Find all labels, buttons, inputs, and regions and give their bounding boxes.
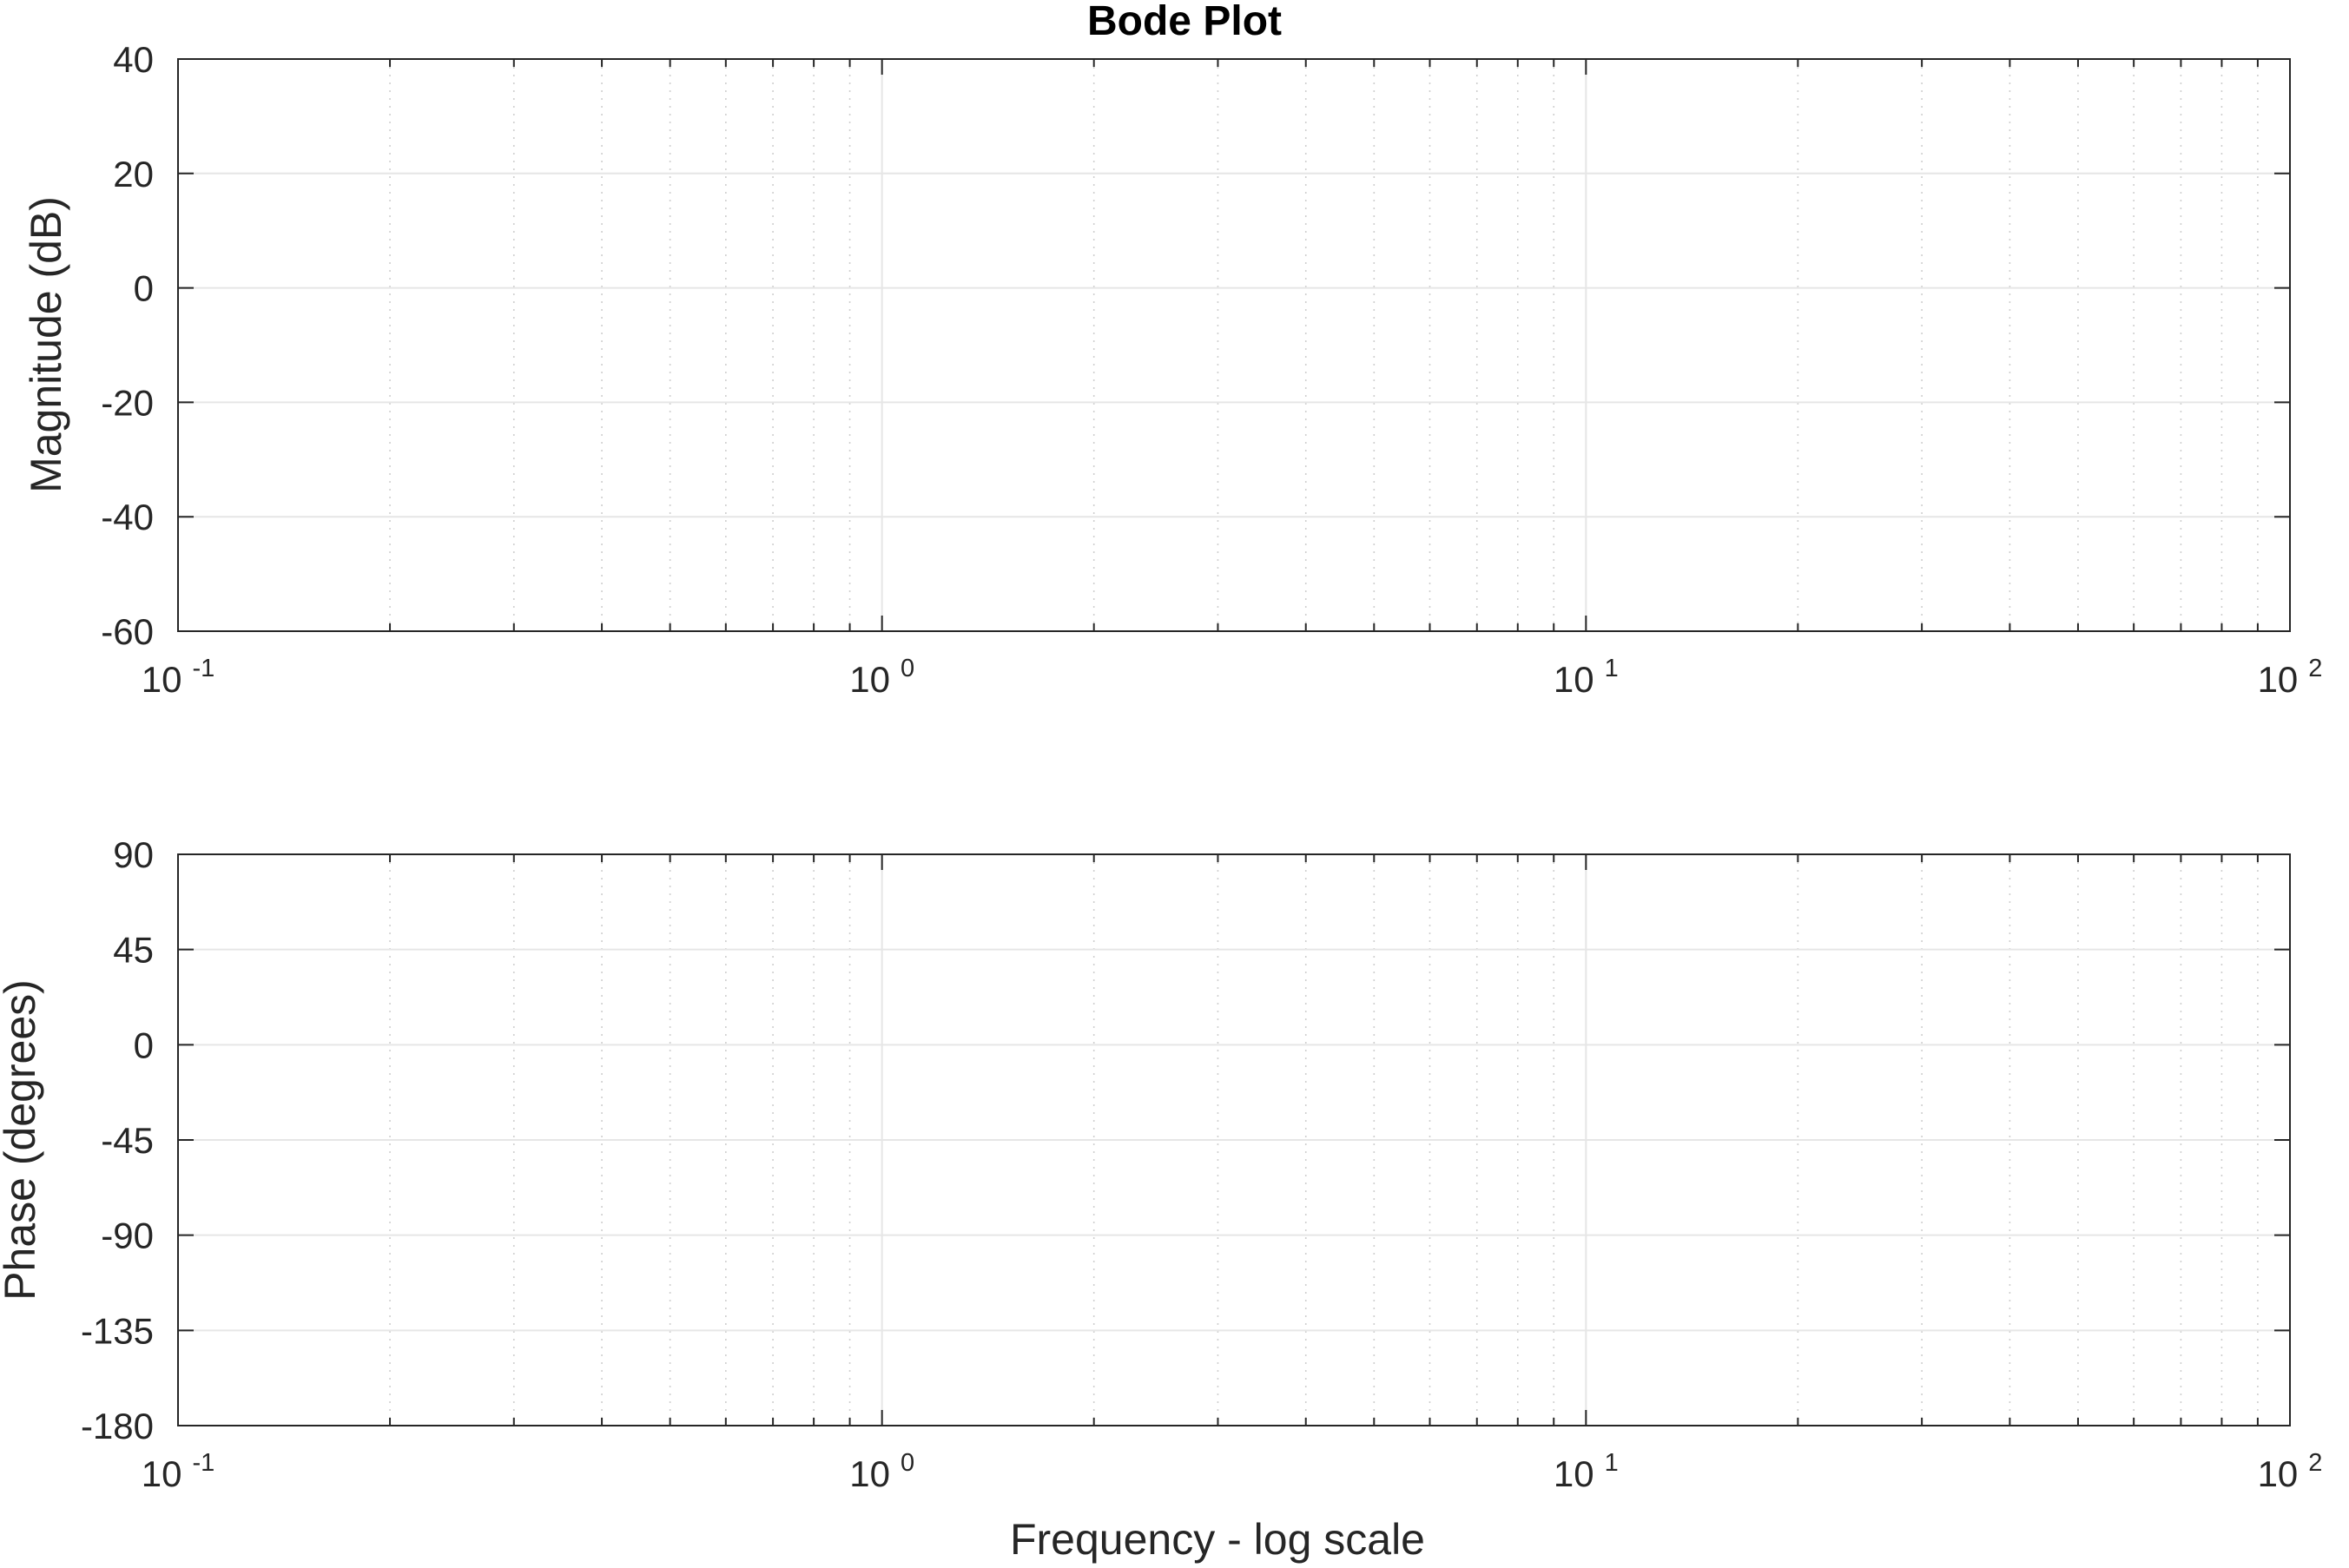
x-tick-label: 10 2	[2258, 1449, 2323, 1494]
x-tick-label-base: 10	[142, 1453, 182, 1494]
x-tick-label-base: 10	[849, 1453, 890, 1494]
chart-title: Bode Plot	[1087, 0, 1282, 44]
x-tick-label-exponent: 0	[901, 1449, 914, 1477]
y-tick-label: 20	[113, 154, 154, 194]
x-tick-label-exponent: -1	[192, 655, 214, 682]
magnitude-y-axis-label: Magnitude (dB)	[22, 196, 70, 493]
y-tick-label: 0	[134, 268, 154, 309]
y-tick-label: -135	[81, 1310, 154, 1351]
x-tick-label-base: 10	[849, 659, 890, 700]
phase-axes-border	[177, 853, 2291, 1426]
phase-grid	[178, 854, 2290, 1426]
x-tick-label: 10 1	[1554, 655, 1619, 700]
phase-x-tick-labels: 10 -1 10 0 10 1 10 2	[142, 1449, 2323, 1494]
x-tick-label-exponent: 2	[2308, 655, 2322, 682]
x-tick-label: 10 -1	[142, 655, 215, 700]
x-tick-label-exponent: 1	[1605, 1449, 1619, 1477]
magnitude-x-tick-labels: 10 -1 10 0 10 1 10 2	[142, 655, 2323, 700]
x-tick-label: 10 0	[849, 1449, 914, 1494]
x-tick-label: 10 -1	[142, 1449, 215, 1494]
x-tick-label-exponent: 2	[2308, 1449, 2322, 1477]
y-tick-label: 0	[134, 1024, 154, 1065]
magnitude-y-tick-labels: 40 20 0 -20 -40 -60	[101, 39, 154, 652]
x-tick-label-exponent: 1	[1605, 655, 1619, 682]
y-tick-label: -40	[101, 497, 154, 537]
x-tick-label-base: 10	[2258, 659, 2299, 700]
x-tick-label-exponent: 0	[901, 655, 914, 682]
x-axis-label: Frequency - log scale	[1010, 1515, 1425, 1564]
y-tick-label: -90	[101, 1216, 154, 1256]
x-tick-label-exponent: -1	[192, 1449, 214, 1477]
phase-subplot: 90 45 0 -45 -90 -135 -180 10 -1 10 0 10 1 10 2 Phase …	[0, 834, 2322, 1564]
y-tick-label: -20	[101, 382, 154, 423]
x-tick-label-base: 10	[1554, 1453, 1594, 1494]
x-tick-label-base: 10	[142, 659, 182, 700]
x-tick-label-base: 10	[1554, 659, 1594, 700]
x-tick-label: 10 1	[1554, 1449, 1619, 1494]
x-tick-label-base: 10	[2258, 1453, 2299, 1494]
y-tick-label: 90	[113, 834, 154, 875]
y-tick-label: 45	[113, 930, 154, 971]
phase-y-tick-labels: 90 45 0 -45 -90 -135 -180	[81, 834, 154, 1446]
y-tick-label: -45	[101, 1120, 154, 1161]
magnitude-grid	[178, 59, 2290, 631]
y-tick-label: -60	[101, 611, 154, 652]
phase-y-axis-label: Phase (degrees)	[0, 979, 44, 1301]
x-tick-label: 10 0	[849, 655, 914, 700]
magnitude-axes-border	[177, 58, 2291, 632]
x-tick-label: 10 2	[2258, 655, 2323, 700]
magnitude-subplot: Bode Plot 40 20 0 -20 -40 -60 10 -1 10 0 10 1 10 2 M…	[22, 0, 2322, 700]
magnitude-axes-frame	[177, 58, 2291, 632]
y-tick-label: -180	[81, 1406, 154, 1446]
y-tick-label: 40	[113, 39, 154, 80]
